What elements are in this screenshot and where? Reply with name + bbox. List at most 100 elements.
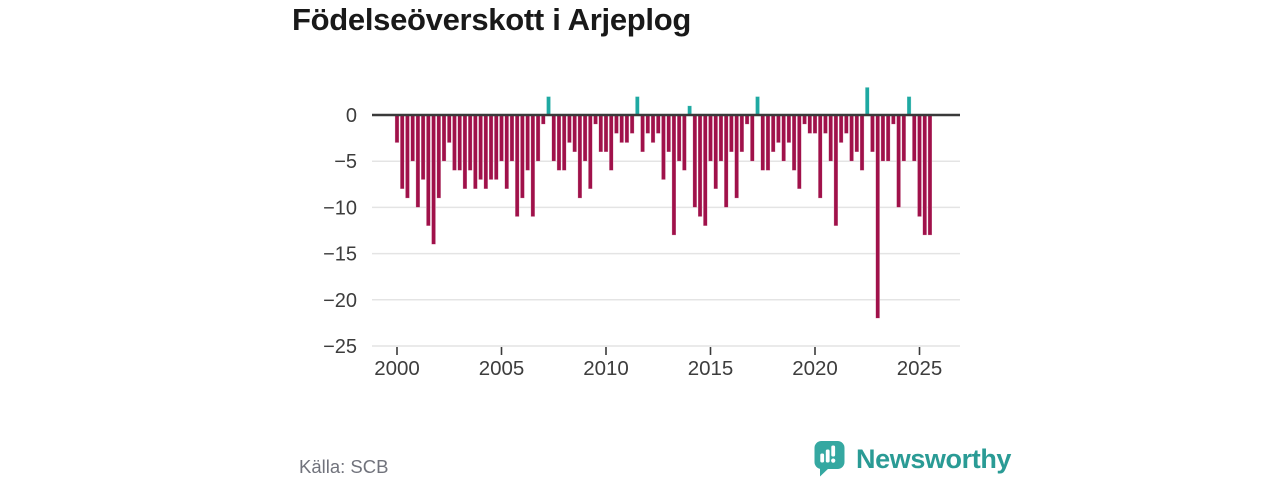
bar	[509, 114, 515, 162]
bar	[682, 114, 687, 171]
bar	[546, 96, 551, 116]
bar	[755, 96, 760, 116]
bar	[838, 114, 844, 144]
bar	[702, 114, 708, 227]
bar	[713, 114, 719, 190]
bar	[540, 114, 546, 125]
bar	[744, 114, 750, 125]
bar	[603, 114, 609, 153]
bar	[729, 114, 734, 153]
bar	[582, 114, 588, 162]
bar	[514, 114, 520, 217]
newsworthy-logo-text: Newsworthy	[856, 443, 1012, 474]
bar	[791, 114, 797, 171]
bar	[587, 114, 593, 190]
bar	[452, 114, 457, 171]
bar	[561, 114, 567, 171]
bar	[854, 114, 860, 153]
bar	[473, 114, 478, 190]
bar	[614, 114, 619, 134]
x-axis-tick-label: 2020	[792, 357, 838, 380]
bar	[922, 114, 928, 236]
bar	[499, 114, 504, 162]
bar	[645, 114, 651, 134]
bar	[608, 114, 614, 171]
bar	[927, 114, 933, 236]
bar	[666, 114, 672, 153]
bar	[598, 114, 604, 153]
bar	[823, 114, 828, 134]
bar	[776, 114, 781, 144]
bar	[619, 114, 625, 144]
bar	[593, 114, 598, 125]
bar	[436, 114, 442, 199]
bar	[661, 114, 666, 180]
bar	[833, 114, 839, 227]
bar	[828, 114, 834, 162]
bar	[415, 114, 421, 208]
bar	[525, 114, 530, 171]
bar	[399, 114, 405, 190]
x-axis-tick-label: 2005	[479, 357, 525, 380]
newsworthy-logo[interactable]: Newsworthy	[812, 440, 1011, 478]
bar	[530, 114, 536, 217]
bar	[739, 114, 745, 153]
bar	[781, 114, 786, 162]
bar	[859, 114, 865, 171]
x-axis-tick-label: 2000	[374, 357, 420, 380]
bar	[483, 114, 489, 190]
bar	[567, 114, 572, 144]
bar	[572, 114, 577, 153]
bar	[441, 114, 447, 162]
bar	[807, 114, 813, 134]
bar	[802, 114, 807, 125]
y-axis-tick-label: −25	[323, 336, 357, 358]
bar	[697, 114, 703, 217]
chart-title: Födelseöverskott i Arjeplog	[292, 2, 692, 37]
bar	[687, 105, 692, 116]
bar	[843, 114, 849, 134]
bar	[796, 114, 802, 190]
bar	[624, 114, 630, 144]
bar	[891, 114, 896, 125]
chart-canvas: 0 −5 −10 −15 −20 −25 2000 2005 2010 2015 2020 2025	[323, 86, 960, 380]
bar	[551, 114, 557, 162]
bar	[760, 114, 766, 171]
bar	[410, 114, 416, 162]
bar	[520, 114, 525, 199]
bar	[629, 114, 635, 134]
bar	[405, 114, 410, 199]
x-axis-tick-label: 2025	[897, 357, 943, 380]
bar	[504, 114, 510, 190]
source-label: Källa: SCB	[299, 456, 389, 477]
bar	[640, 114, 645, 153]
bar	[488, 114, 494, 180]
bar	[817, 114, 823, 199]
bar	[718, 114, 724, 162]
bar	[880, 114, 886, 162]
bar	[708, 114, 713, 162]
bar	[812, 114, 818, 134]
bar	[875, 114, 881, 319]
bar	[870, 114, 875, 153]
bar	[676, 114, 682, 162]
y-axis-tick-label: −15	[323, 244, 357, 266]
y-axis-tick-label: 0	[346, 105, 357, 127]
bar	[864, 86, 870, 116]
bar	[917, 114, 922, 217]
bar	[577, 114, 583, 199]
bar	[885, 114, 891, 162]
bar	[467, 114, 473, 171]
bar	[556, 114, 562, 171]
bar	[493, 114, 499, 180]
bar	[655, 114, 661, 134]
bar	[634, 96, 640, 116]
bar	[723, 114, 729, 208]
birth-surplus-bar-chart: 0 −5 −10 −15 −20 −25 2000 2005 2010 2015 2020 2025	[323, 86, 960, 380]
x-axis-tick-label: 2010	[583, 357, 629, 380]
newsworthy-bubble-chart-icon	[812, 440, 848, 478]
bar	[906, 96, 912, 116]
bar	[896, 114, 901, 208]
y-axis-tick-label: −10	[323, 197, 357, 219]
